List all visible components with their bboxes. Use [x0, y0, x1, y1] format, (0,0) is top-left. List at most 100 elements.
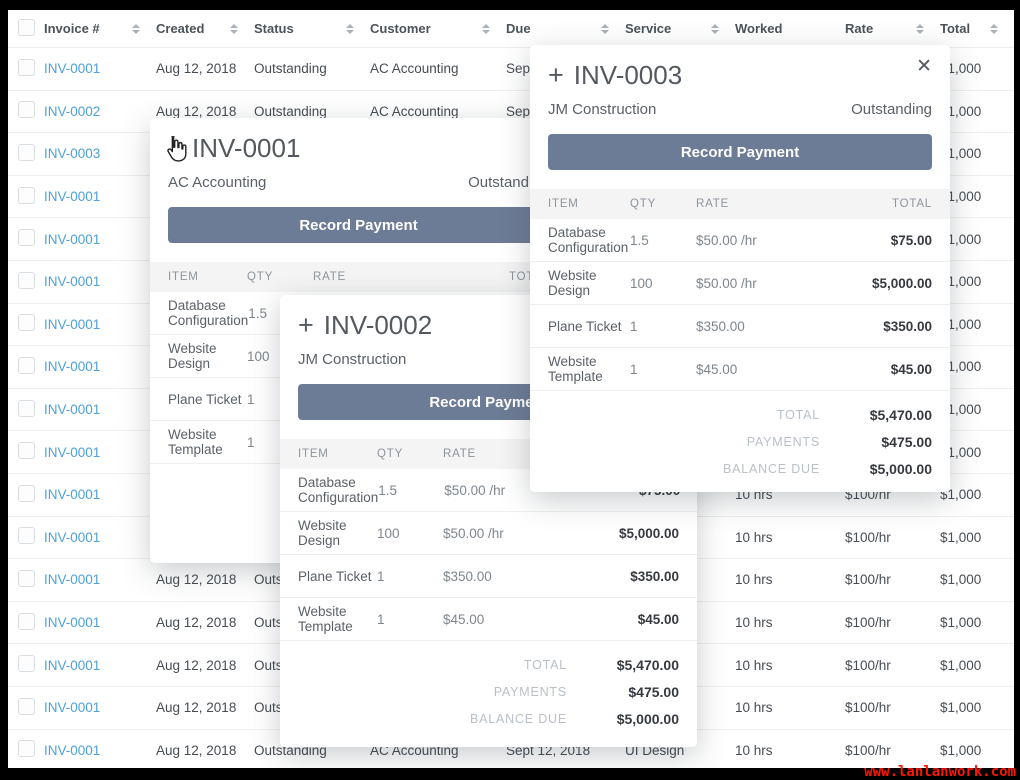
- select-all-checkbox[interactable]: [18, 18, 35, 36]
- line-qty-col: QTY: [247, 271, 274, 283]
- col-invoice: Invoice #: [44, 21, 100, 36]
- invoice-link[interactable]: INV-0001: [44, 231, 101, 247]
- line-item-name: Database Configuration: [548, 225, 629, 255]
- invoice-link[interactable]: INV-0001: [44, 700, 101, 716]
- created-cell: Aug 12, 2018: [156, 657, 237, 673]
- row-checkbox[interactable]: [18, 186, 35, 204]
- line-item-qty: 1: [630, 318, 638, 334]
- plus-icon[interactable]: +: [298, 309, 314, 340]
- row-checkbox[interactable]: [18, 101, 35, 119]
- modal-invoice-title: INV-0003: [573, 59, 683, 90]
- total-cell: $1,000: [940, 402, 982, 418]
- row-checkbox[interactable]: [18, 569, 35, 587]
- invoice-link[interactable]: INV-0001: [44, 615, 101, 631]
- sort-icon[interactable]: [990, 23, 998, 34]
- sort-icon[interactable]: [132, 23, 140, 34]
- line-item-name: Website Template: [298, 604, 353, 634]
- col-created: Created: [156, 21, 205, 36]
- total-label: PAYMENTS: [746, 434, 820, 449]
- cursor-hand-icon: [162, 134, 190, 162]
- total-cell: $1,000: [940, 529, 982, 545]
- row-checkbox[interactable]: [18, 399, 35, 417]
- line-item-rate: $350.00: [696, 318, 745, 334]
- invoice-link[interactable]: INV-0001: [44, 189, 101, 205]
- invoice-link[interactable]: INV-0002: [44, 103, 101, 119]
- total-label: PAYMENTS: [493, 684, 567, 699]
- modal-title-row: + INV-0003: [548, 57, 932, 93]
- col-service: Service: [625, 21, 672, 36]
- total-cell: $1,000: [940, 189, 982, 205]
- modal-title-row: INV-0001: [167, 130, 549, 166]
- line-item-row: Website Template 1 $45.00 $45.00: [530, 348, 950, 391]
- line-item-rate: $50.00 /hr: [696, 232, 757, 248]
- row-checkbox[interactable]: [18, 229, 35, 247]
- sort-icon[interactable]: [916, 23, 924, 34]
- row-checkbox[interactable]: [18, 356, 35, 374]
- line-item-qty: 1: [377, 611, 385, 627]
- line-item-name: Plane Ticket: [168, 391, 242, 407]
- line-item-name: Database Configuration: [168, 298, 249, 328]
- sort-icon[interactable]: [601, 23, 609, 34]
- row-checkbox[interactable]: [18, 442, 35, 460]
- total-cell: $1,000: [940, 615, 982, 631]
- modal-title-row: + INV-0002: [298, 307, 679, 343]
- total-cell: $1,000: [940, 316, 982, 332]
- line-item-qty: 1: [247, 434, 255, 450]
- line-item-col: ITEM: [168, 271, 199, 283]
- line-item-row: Website Template 1 $45.00 $45.00: [280, 598, 697, 641]
- row-checkbox[interactable]: [18, 527, 35, 545]
- line-item-qty: 1.5: [630, 232, 649, 248]
- invoice-link[interactable]: INV-0001: [44, 529, 101, 545]
- row-checkbox[interactable]: [18, 655, 35, 673]
- row-checkbox[interactable]: [18, 612, 35, 630]
- invoice-link[interactable]: INV-0001: [44, 657, 101, 673]
- plus-icon[interactable]: +: [548, 59, 564, 90]
- line-rate-col: RATE: [313, 271, 347, 283]
- row-checkbox[interactable]: [18, 58, 35, 76]
- total-cell: $1,000: [940, 61, 982, 77]
- invoice-link[interactable]: INV-0001: [44, 274, 101, 290]
- invoice-link[interactable]: INV-0001: [44, 61, 101, 77]
- line-item-name: Website Design: [298, 518, 347, 548]
- line-item-qty: 100: [377, 525, 400, 541]
- invoice-link[interactable]: INV-0001: [44, 742, 101, 758]
- invoice-link[interactable]: INV-0001: [44, 487, 101, 503]
- record-payment-button[interactable]: Record Payment: [168, 207, 549, 243]
- row-checkbox[interactable]: [18, 697, 35, 715]
- invoice-link[interactable]: INV-0001: [44, 316, 101, 332]
- row-checkbox[interactable]: [18, 740, 35, 758]
- sort-icon[interactable]: [230, 23, 238, 34]
- line-item-total: $45.00: [890, 361, 932, 377]
- sort-icon[interactable]: [346, 23, 354, 34]
- row-checkbox[interactable]: [18, 314, 35, 332]
- total-label: TOTAL: [776, 407, 820, 422]
- total-cell: $1,000: [940, 742, 982, 758]
- row-checkbox[interactable]: [18, 143, 35, 161]
- status-cell: Outstanding: [254, 61, 327, 77]
- total-cell: $1,000: [940, 444, 982, 460]
- col-status: Status: [254, 21, 294, 36]
- record-payment-button[interactable]: Record Payment: [548, 134, 932, 170]
- invoice-link[interactable]: INV-0001: [44, 572, 101, 588]
- line-item-total: $350.00: [630, 568, 679, 584]
- sort-icon[interactable]: [482, 23, 490, 34]
- customer-cell: AC Accounting: [370, 61, 459, 77]
- close-icon[interactable]: ✕: [916, 56, 932, 77]
- line-items: Database Configuration 1.5 $50.00 /hr $7…: [280, 469, 697, 641]
- created-cell: Aug 12, 2018: [156, 572, 237, 588]
- total-value: $5,470.00: [869, 406, 932, 423]
- total-value: $475.00: [881, 433, 932, 450]
- row-checkbox[interactable]: [18, 271, 35, 289]
- invoice-link[interactable]: INV-0003: [44, 146, 101, 162]
- line-item-qty: 1: [630, 361, 638, 377]
- row-checkbox[interactable]: [18, 484, 35, 502]
- col-rate: Rate: [845, 21, 874, 36]
- invoice-link[interactable]: INV-0001: [44, 444, 101, 460]
- sort-icon[interactable]: [711, 23, 719, 34]
- line-item-rate: $350.00: [443, 568, 492, 584]
- invoice-link[interactable]: INV-0001: [44, 402, 101, 418]
- worked-cell: 10 hrs: [735, 700, 773, 716]
- line-item-rate: $50.00 /hr: [444, 482, 506, 498]
- total-label: TOTAL: [523, 657, 567, 672]
- invoice-link[interactable]: INV-0001: [44, 359, 101, 375]
